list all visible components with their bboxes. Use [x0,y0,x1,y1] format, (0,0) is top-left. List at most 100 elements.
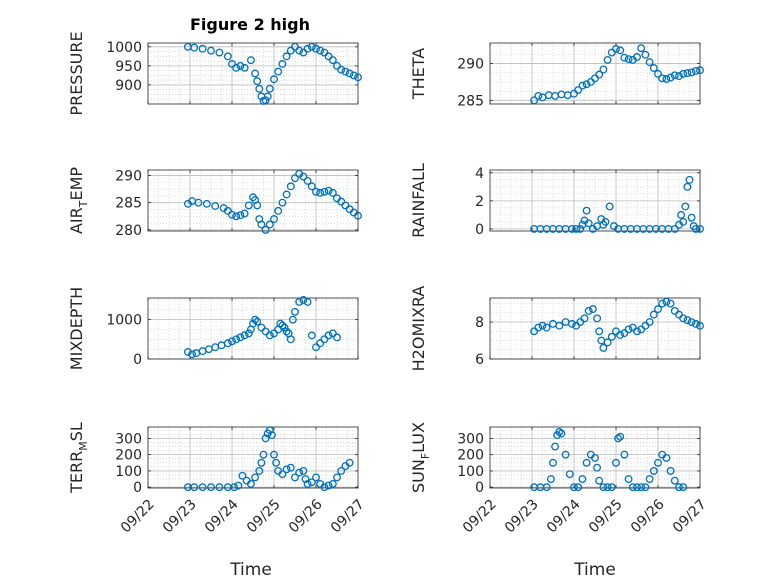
data-point [341,67,350,76]
y-tick-label: 200 [115,448,142,464]
x-tick-label: 09/25 [244,496,284,536]
data-point [188,350,197,359]
axes-box [147,426,359,489]
y-tick-label: 100 [115,464,142,480]
data-point [236,211,245,220]
data-point [670,476,679,485]
data-point [299,296,308,304]
data-point [261,96,270,105]
data-point [278,198,287,207]
data-point [244,201,253,210]
data-point [599,343,608,352]
data-point [685,175,694,184]
grid [490,170,700,231]
data-point [337,65,346,74]
data-point [232,335,241,344]
subplot-rainfall: 0 2 4 RAINFALL [409,163,704,238]
x-tick-label: 09/27 [670,496,710,536]
y-tick-label: 900 [115,78,142,94]
data-point [270,75,278,84]
data-point [349,71,358,80]
data-point [291,307,299,316]
data-point [299,172,308,181]
data-point [354,211,362,220]
data-point [232,212,241,221]
data-point [567,224,576,233]
data-point [255,466,264,475]
data-point [595,476,604,485]
data-point [654,305,662,314]
data-point [328,329,337,338]
y-axis-label-subscript: M [77,441,90,451]
data-point [662,75,671,83]
subplot-air-temp: 280 285 290 AIRTEMP [67,167,362,239]
data-point [291,473,299,482]
y-axis-label-main: RAINFALL [409,163,428,238]
data-point [307,331,316,340]
data-point [616,331,625,339]
data-point [261,434,270,443]
data-point [591,453,599,462]
data-point [666,73,675,82]
y-tick-label: 6 [475,352,484,368]
data-point [316,339,325,348]
data-point [614,434,623,443]
data-point [546,475,555,484]
data-point [588,305,597,314]
data-point [246,56,255,65]
data-point [691,224,700,233]
x-axis-label-right: Time [573,560,616,580]
data-point [238,471,247,480]
data-point [580,314,589,323]
data-point [534,91,543,100]
data-point [662,453,671,462]
data-point [679,483,688,492]
y-axis-label: RAINFALL [409,163,428,238]
axes-box [147,297,359,360]
data-point [574,483,583,492]
data-point [303,176,312,185]
data-point [633,327,641,336]
data-point [681,202,690,211]
y-axis-label-main: MIXDEPTH [67,287,86,370]
series-markers [530,44,704,105]
x-tick-label: 09/22 [460,496,500,536]
data-point [649,310,658,319]
data-point [603,483,612,492]
data-point [276,319,285,328]
data-point [190,483,199,492]
data-point [211,201,220,210]
data-point [198,483,207,492]
data-point [291,174,299,183]
data-point [253,77,262,86]
data-point [578,475,587,484]
data-point [286,335,295,344]
series-markers [183,42,362,105]
data-point [259,450,268,459]
data-point [337,466,346,475]
data-point [307,42,316,51]
data-point [282,327,291,336]
y-axis-label-rest: LUX [409,422,428,453]
data-point [658,74,667,83]
data-point [198,44,207,53]
data-point [605,202,614,211]
data-point [261,225,270,234]
data-point [295,468,304,477]
data-point [620,450,629,459]
data-point [234,481,243,490]
figure-title: Figure 2 high [190,15,310,34]
y-axis-label: H2OMIXRA [409,286,428,372]
data-point [683,182,692,191]
data-point [633,53,641,61]
data-point [607,483,616,492]
data-point [345,69,354,78]
data-point [312,473,320,482]
data-point [270,450,278,459]
data-point [696,66,704,75]
y-axis-label-subscript: T [77,200,90,208]
y-axis-label-main: PRESSURE [67,31,86,115]
data-point [183,347,192,356]
